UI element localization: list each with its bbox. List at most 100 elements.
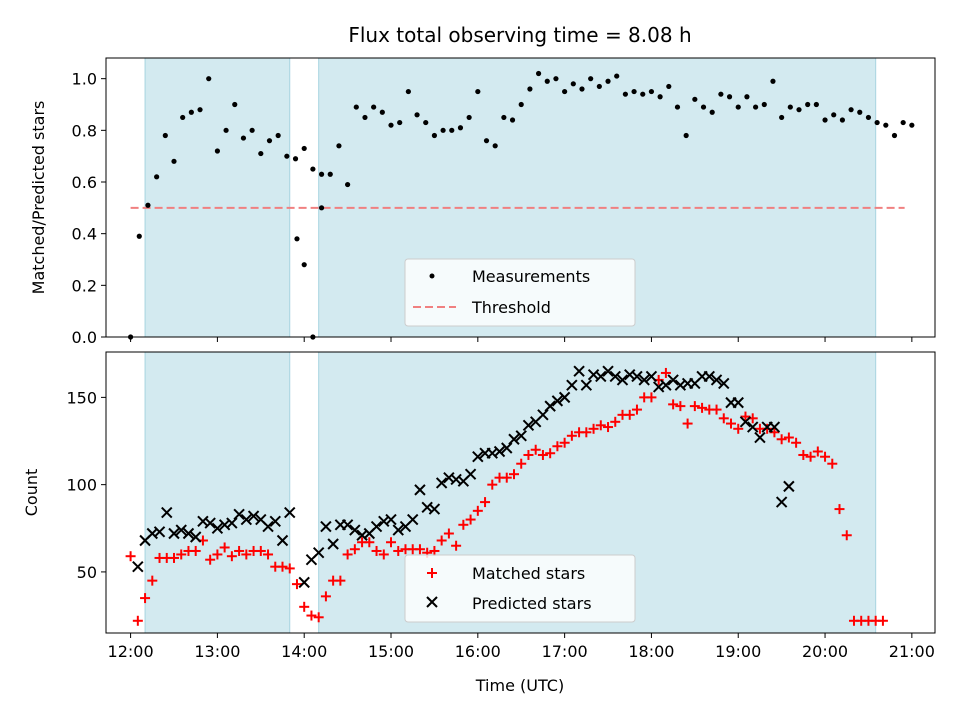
x-tick-label: 13:00 xyxy=(194,642,240,661)
matched-star-point xyxy=(386,537,397,548)
measurement-point xyxy=(700,104,707,110)
predicted-star-point xyxy=(566,379,578,391)
predicted-star-point xyxy=(349,524,361,536)
bottom-panel-x-ticks: 12:00 13:00 14:00 15:00 16:00 17:00 18:00 19:00… xyxy=(108,633,935,661)
predicted-star-point xyxy=(226,517,238,529)
measurement-point xyxy=(787,104,793,110)
matched-star-point xyxy=(805,451,816,462)
matched-star-point xyxy=(234,545,245,556)
y-tick-label: 100 xyxy=(66,476,97,495)
measurement-point xyxy=(648,88,655,95)
matched-star-point xyxy=(147,575,158,586)
measurement-point xyxy=(275,132,281,139)
matched-star-point xyxy=(624,409,635,420)
measurement-point xyxy=(414,112,420,118)
measurement-point xyxy=(379,109,385,115)
measurement-point xyxy=(197,107,203,113)
y-tick-label: 0.2 xyxy=(72,276,97,295)
y-tick-label: 50 xyxy=(77,563,97,582)
measurement-point xyxy=(900,119,906,126)
matched-star-point xyxy=(718,413,729,424)
matched-star-point xyxy=(834,504,845,515)
matched-star-point xyxy=(487,479,498,490)
shaded-window-1-panel-1 xyxy=(144,57,291,338)
measurement-point xyxy=(162,132,168,139)
matched-star-point xyxy=(791,437,802,448)
matched-star-point xyxy=(284,563,295,574)
matched-star-point xyxy=(226,551,237,562)
predicted-star-point xyxy=(175,524,187,536)
matched-star-point xyxy=(465,514,476,525)
measurement-point xyxy=(553,76,559,82)
measurement-point xyxy=(622,91,628,97)
measurement-point xyxy=(596,83,602,90)
matched-star-point xyxy=(581,427,592,438)
predicted-star-point xyxy=(189,531,202,543)
matched-star-point xyxy=(820,451,831,462)
x-axis-label: Time (UTC) xyxy=(475,676,564,695)
matched-star-point xyxy=(675,401,686,412)
predicted-star-point xyxy=(573,365,585,377)
measurement-point xyxy=(440,127,446,133)
measurement-point xyxy=(605,78,611,84)
legend-matched-marker xyxy=(427,568,437,578)
measurement-point xyxy=(266,138,273,144)
measurement-point xyxy=(457,125,464,131)
top-panel-y-ticks: 0.0 0.2 0.4 0.6 0.8 1.0 xyxy=(72,70,106,347)
matched-star-point xyxy=(603,422,614,433)
predicted-star-point xyxy=(602,365,614,377)
matched-star-point xyxy=(668,399,679,410)
measurement-point xyxy=(813,101,819,108)
predicted-star-point xyxy=(428,503,441,515)
y-tick-label: 1.0 xyxy=(72,70,97,89)
measurement-point xyxy=(805,101,811,108)
measurement-point xyxy=(865,114,872,121)
legend-measurements-label: Measurements xyxy=(472,267,590,286)
predicted-star-point xyxy=(392,524,404,536)
predicted-star-point xyxy=(718,377,730,390)
matched-star-point xyxy=(588,423,599,434)
predicted-star-point xyxy=(211,522,224,534)
y-tick-label: 0.8 xyxy=(72,121,97,140)
measurement-point xyxy=(674,104,681,110)
predicted-star-point xyxy=(341,519,354,531)
matched-star-point xyxy=(877,615,888,626)
measurement-point xyxy=(753,104,759,110)
predicted-star-point xyxy=(580,379,593,391)
matched-star-point xyxy=(205,554,216,565)
measurement-point xyxy=(570,81,576,87)
predicted-star-point xyxy=(551,395,564,407)
matched-star-point xyxy=(219,542,230,553)
predicted-star-point xyxy=(312,547,325,559)
matched-star-point xyxy=(559,437,570,448)
measurement-point xyxy=(831,112,837,118)
x-tick-label: 16:00 xyxy=(455,642,501,661)
measurement-point xyxy=(353,104,359,110)
measurement-point xyxy=(232,101,238,108)
measurement-point xyxy=(562,88,568,95)
matched-star-point xyxy=(335,575,346,586)
predicted-star-point xyxy=(472,451,484,463)
matched-star-point xyxy=(523,449,534,460)
measurement-point xyxy=(145,202,151,208)
matched-star-point xyxy=(610,416,621,427)
measurement-point xyxy=(318,205,325,211)
measurement-point xyxy=(188,109,194,115)
matched-star-point xyxy=(414,544,425,555)
legend-predicted-marker xyxy=(426,596,438,608)
predicted-star-point xyxy=(182,527,195,540)
measurement-point xyxy=(891,132,898,139)
top-panel-frame xyxy=(105,57,936,338)
matched-star-point xyxy=(277,561,288,572)
predicted-star-point xyxy=(703,370,716,383)
measurement-point xyxy=(770,78,776,84)
matched-star-point xyxy=(364,537,375,548)
predicted-star-point xyxy=(638,374,650,386)
matched-star-point xyxy=(190,545,201,556)
measurement-point xyxy=(171,158,177,164)
matched-star-point xyxy=(827,458,838,469)
measurement-point xyxy=(294,236,300,242)
measurement-point xyxy=(683,132,689,139)
predicted-star-point xyxy=(710,374,723,386)
